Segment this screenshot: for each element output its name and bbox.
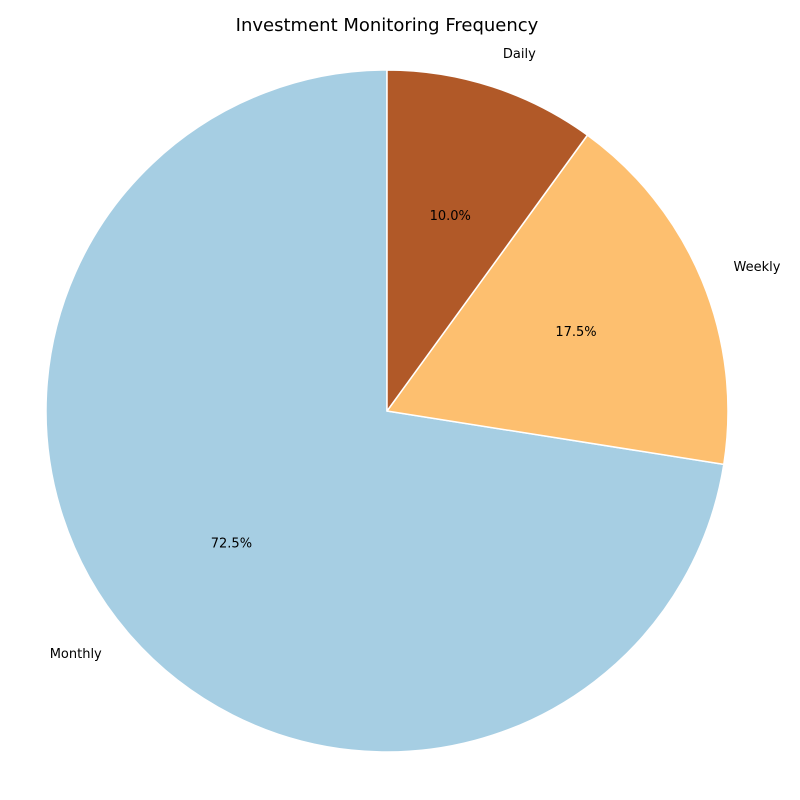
pie-slice-daily [386, 69, 589, 412]
slice-label-daily: Daily [503, 47, 536, 62]
slice-label-weekly: Weekly [734, 260, 781, 275]
slice-pct-daily: 10.0% [430, 209, 471, 224]
pie-slices [45, 69, 729, 753]
slice-pct-monthly: 72.5% [211, 536, 252, 551]
pie-labels: Monthly 72.5% Weekly 17.5% Daily 10.0% [50, 47, 781, 662]
chart-title: Investment Monitoring Frequency [236, 15, 539, 36]
slice-label-monthly: Monthly [50, 647, 102, 662]
pie-slice-monthly [45, 69, 725, 753]
slice-pct-weekly: 17.5% [555, 325, 596, 340]
pie-slice-weekly [386, 134, 729, 466]
